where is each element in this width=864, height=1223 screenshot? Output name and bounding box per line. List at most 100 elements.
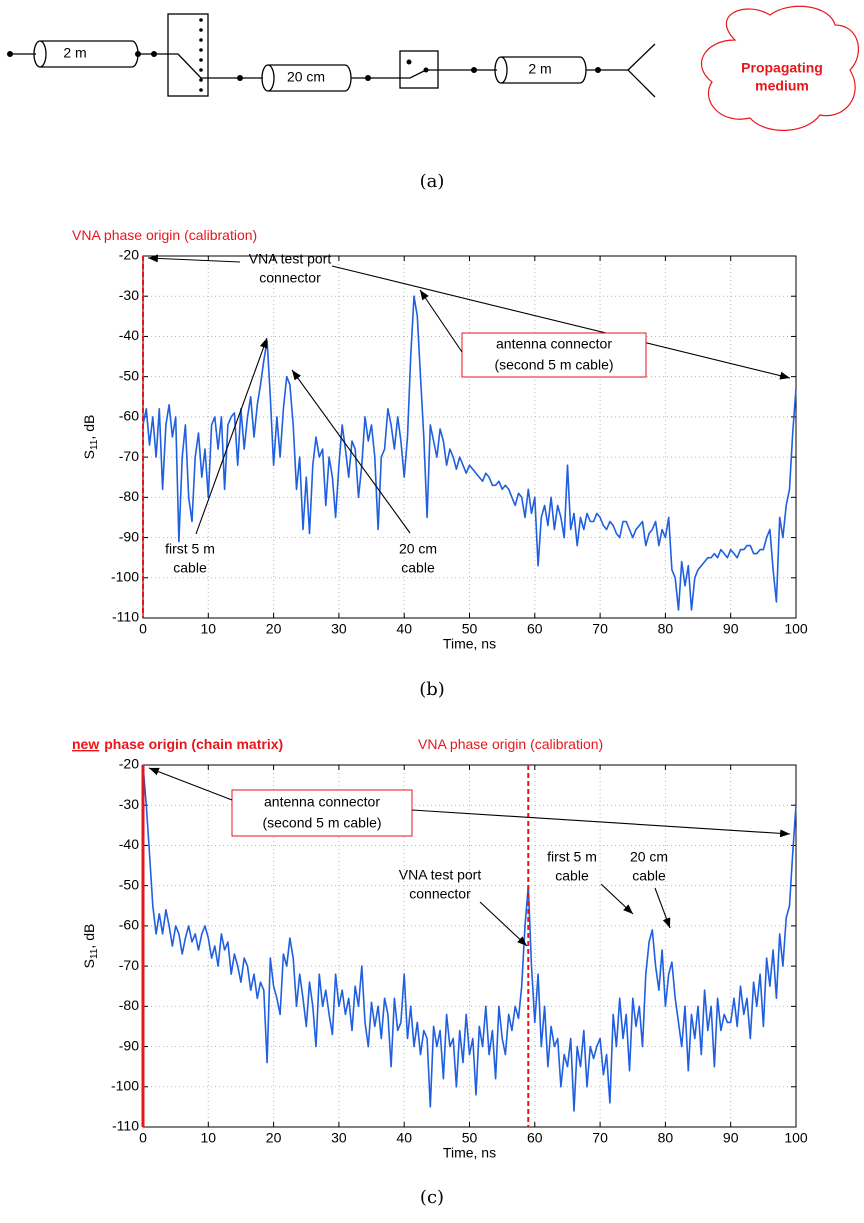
x-tick-label: 90 — [723, 621, 739, 637]
origin-text: phase origin (chain matrix) — [104, 736, 283, 752]
annotation-arrow — [654, 887, 671, 929]
y-tick-label: -70 — [119, 957, 139, 973]
node — [406, 59, 412, 65]
node — [151, 51, 157, 57]
cable — [494, 56, 587, 84]
x-axis-label: Time, ns — [443, 636, 496, 652]
y-tick-label: -50 — [119, 876, 139, 892]
antenna — [627, 43, 656, 98]
origin-label: new phase origin (chain matrix) — [72, 736, 283, 752]
annotation-arrow — [331, 265, 791, 380]
x-tick-label: 20 — [266, 1130, 282, 1146]
node — [237, 75, 243, 81]
contacts — [199, 18, 203, 92]
annotation: VNA test port — [399, 867, 482, 883]
annotation: connector — [409, 886, 471, 902]
chart: 0 10 20 30 40 50 60 70 80 90 100 -20 -30 -40 -50 -60 -70… — [72, 736, 808, 1208]
x-tick-label: 100 — [784, 1130, 808, 1146]
annotation-arrow — [195, 337, 268, 535]
annotation-arrow — [411, 809, 791, 838]
annotation: 20 cm — [399, 541, 437, 557]
y-label-suffix: , dB — [81, 924, 97, 949]
x-tick-label: 30 — [331, 621, 347, 637]
y-tick-label: -30 — [119, 287, 139, 303]
node — [471, 67, 477, 73]
x-tick-label: 40 — [396, 1130, 412, 1146]
y-tick-label: -30 — [119, 796, 139, 812]
annotation: cable — [173, 560, 207, 576]
annotation-arrow — [419, 289, 463, 353]
annotation-arrow — [147, 254, 241, 263]
x-tick-label: 60 — [527, 621, 543, 637]
annotation-box — [231, 789, 413, 837]
y-tick-label: -90 — [119, 528, 139, 544]
x-tick-label: 80 — [658, 621, 674, 637]
y-label-text: S — [81, 959, 97, 968]
annotation: connector — [259, 270, 321, 286]
cable-label: 2 m — [63, 45, 86, 61]
x-tick-label: 40 — [396, 621, 412, 637]
annotation-arrow — [479, 901, 528, 947]
annotation-arrow — [600, 883, 634, 915]
x-tick-label: 80 — [658, 1130, 674, 1146]
x-tick-label: 50 — [462, 1130, 478, 1146]
annotation: antenna connector — [496, 336, 612, 352]
y-tick-label: -40 — [119, 836, 139, 852]
x-tick-label: 100 — [784, 621, 808, 637]
y-tick-label: -100 — [111, 568, 139, 584]
x-tick-label: 20 — [266, 621, 282, 637]
wire — [168, 53, 263, 79]
cable-label: 20 cm — [287, 69, 325, 85]
annotation: 20 cm — [630, 849, 668, 865]
y-tick-label: -40 — [119, 327, 139, 343]
origin-label: VNA phase origin (calibration) — [72, 227, 257, 243]
cloud — [700, 5, 859, 131]
annotation: VNA test port — [249, 251, 332, 267]
y-axis-label: S11, dB — [81, 415, 100, 460]
x-tick-label: 0 — [139, 1130, 147, 1146]
x-tick-label: 70 — [592, 1130, 608, 1146]
y-label-subscript: 11 — [89, 439, 100, 450]
y-tick-label: -90 — [119, 1037, 139, 1053]
annotation-arrow — [148, 767, 233, 801]
node — [423, 67, 429, 73]
origin-emphasis: new — [72, 736, 99, 752]
annotation: (second 5 m cable) — [262, 815, 381, 831]
y-axis-label: S11, dB — [81, 924, 100, 969]
annotation: (second 5 m cable) — [494, 357, 613, 373]
origin-text: VNA phase origin (calibration) — [418, 736, 603, 752]
annotation-arrow — [291, 369, 411, 534]
x-tick-label: 10 — [201, 1130, 217, 1146]
cable-label: 2 m — [528, 61, 551, 77]
annotation: cable — [555, 868, 589, 884]
x-tick-label: 10 — [201, 621, 217, 637]
chart: 0 10 20 30 40 50 60 70 80 90 100 -20 -30 -40 -50 -60 -70… — [72, 227, 808, 700]
y-tick-label: -100 — [111, 1077, 139, 1093]
x-tick-label: 50 — [462, 621, 478, 637]
annotation-box — [461, 332, 647, 378]
caption: (a) — [420, 171, 445, 192]
cable — [261, 64, 352, 92]
caption: (b) — [419, 679, 445, 700]
annotation: cable — [401, 560, 435, 576]
annotation: cable — [632, 868, 666, 884]
node — [135, 51, 141, 57]
y-tick-label: -110 — [112, 1118, 139, 1134]
switch-box — [167, 13, 209, 97]
x-tick-label: 70 — [592, 621, 608, 637]
y-label-subscript: 11 — [89, 948, 100, 959]
data-line — [142, 295, 797, 611]
origin-label: VNA phase origin (calibration) — [418, 736, 603, 752]
y-tick-label: -110 — [112, 609, 139, 625]
x-tick-label: 90 — [723, 1130, 739, 1146]
y-tick-label: -80 — [119, 488, 139, 504]
diagram: 2 m 20 cm 2 m Propagating medium (a) — [7, 5, 859, 192]
caption: (c) — [420, 1187, 444, 1208]
x-tick-label: 30 — [331, 1130, 347, 1146]
x-tick-label: 0 — [139, 621, 147, 637]
annotation: first 5 m — [547, 849, 597, 865]
x-axis-label: Time, ns — [443, 1145, 496, 1161]
x-tick-label: 60 — [527, 1130, 543, 1146]
y-tick-label: -80 — [119, 997, 139, 1013]
